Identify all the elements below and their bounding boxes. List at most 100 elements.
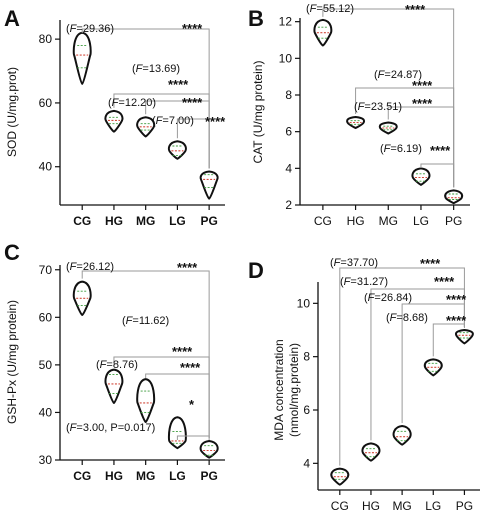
x-tick-label: CG [73,469,91,483]
panel-b: B 2 4 6 8 10 12 CAT (U/mg protein) CG HG MG LG PG (F=… [248,2,470,228]
panel-a: A 40 60 80 SOD (U/mg.prot) CG HG MG LG PG (F=29.36… [4,6,226,228]
f-statistic-label: (F=8.68) [386,312,428,324]
significance-stars: **** [205,114,226,129]
significance-stars: **** [182,95,203,110]
f-statistic-label: (F=26.84) [364,292,412,304]
x-tick-label: HG [347,214,365,228]
significance-bracket [322,8,455,188]
violin-mg [378,121,398,135]
f-statistic-label: (F=12.20) [108,97,156,109]
violin-hg [346,115,366,130]
x-tick-label: LG [413,214,429,228]
violin-pg [199,170,219,200]
f-statistic-label: (F=26.12) [66,261,114,273]
x-tick-label: PG [200,214,217,228]
violin-cg [72,31,92,85]
x-tick-label: HG [105,214,123,228]
f-statistic-label: (F=13.69) [132,63,180,75]
significance-bracket [401,303,465,423]
violin-cg [313,18,333,47]
y-tick-label: 10 [279,51,293,65]
y-tick-label: 40 [39,160,53,174]
x-tick-label: MG [136,469,155,483]
y-tick-label: 6 [285,125,292,139]
significance-stars: **** [180,360,201,375]
x-tick-label: CG [73,214,91,228]
violin-pg [444,189,464,205]
x-tick-label: MG [379,214,398,228]
significance-stars: **** [182,21,203,36]
x-tick-label: HG [362,499,380,513]
y-tick-label: 10 [297,296,311,310]
x-tick-label: MG [136,214,155,228]
x-tick-label: PG [456,499,473,513]
x-tick-label: LG [169,214,186,228]
violin-mg [136,116,156,138]
violin-pg [454,328,474,345]
y-tick-label: 4 [285,161,292,175]
significance-bracket [420,163,455,188]
violin-mg [392,424,412,446]
f-statistic-label: (F=31.27) [340,276,388,288]
x-tick-label: LG [425,499,441,513]
x-tick-label: PG [200,469,217,483]
y-tick-label: 80 [39,32,53,46]
y-tick-label: 8 [303,350,310,364]
y-axis-label: MDA concentration [272,339,286,440]
significance-bracket [432,323,465,357]
y-tick-label: 8 [285,88,292,102]
f-statistic-label: (F=8.76) [96,359,138,371]
y-axis-label: CAT (U/mg protein) [251,61,265,164]
f-statistic-label: (F=6.19) [380,143,422,155]
significance-stars: **** [405,2,426,17]
f-statistic-label: (F=37.70) [330,257,378,269]
y-tick-label: 12 [279,15,293,29]
x-tick-label: LG [169,469,186,483]
significance-stars: **** [446,313,467,328]
violin-pg [199,439,219,459]
f-statistic-label: (F=7.00) [152,115,194,127]
significance-bracket [145,373,210,438]
violin-cg [72,280,92,317]
significance-stars: **** [434,274,455,289]
f-statistic-label: (F=55.12) [306,3,354,15]
x-tick-label: CG [331,499,349,513]
f-statistic-label: (F=29.36) [66,23,114,35]
x-tick-label: MG [392,499,411,513]
y-tick-label: 60 [39,96,53,110]
violin-hg [361,442,381,462]
x-tick-label: PG [445,214,462,228]
f-statistic-label: (F=23.51) [354,101,402,113]
x-tick-label: HG [105,469,123,483]
y-axis-label: (nmol/mg.protein) [287,343,301,437]
significance-bracket [81,270,210,438]
f-statistic-label: (F=24.87) [374,69,422,81]
violin-lg [167,416,187,450]
significance-stars: **** [446,292,467,307]
significance-stars: **** [168,77,189,92]
panel-label: B [248,6,264,31]
y-tick-label: 50 [39,358,53,372]
x-tick-label: CG [314,214,332,228]
panel-c: C 30 40 50 60 70 GSH-Px (U/mg protein) CG HG MG LG… [4,240,225,483]
significance-stars: * [189,397,195,412]
significance-stars: **** [177,260,198,275]
significance-bracket [387,106,455,188]
significance-stars: **** [420,256,441,271]
panel-d: D 4 6 8 10 MDA concentration (nmol/mg.protein)… [248,256,480,513]
y-tick-label: 70 [39,263,53,277]
y-tick-label: 60 [39,310,53,324]
f-statistic-label: (F=11.62) [122,315,169,327]
y-tick-label: 2 [285,198,292,212]
panel-label: A [4,6,20,31]
y-tick-label: 6 [303,403,310,417]
significance-stars: **** [412,96,433,111]
panel-label: D [248,258,264,283]
panel-label: C [4,240,20,265]
significance-stars: **** [172,344,193,359]
violin-lg [167,140,187,160]
violin-hg [104,368,124,405]
violin-mg [136,378,156,424]
y-axis-label: GSH-Px (U/mg protein) [5,300,19,424]
